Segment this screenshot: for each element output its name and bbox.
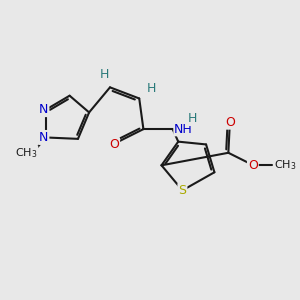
Text: H: H xyxy=(147,82,157,95)
Text: H: H xyxy=(188,112,197,125)
Text: CH$_3$: CH$_3$ xyxy=(15,146,38,160)
Text: CH$_3$: CH$_3$ xyxy=(274,158,297,172)
Text: S: S xyxy=(178,184,186,197)
Text: NH: NH xyxy=(174,123,193,136)
Text: O: O xyxy=(109,139,119,152)
Text: H: H xyxy=(100,68,109,81)
Text: O: O xyxy=(225,116,235,129)
Text: N: N xyxy=(39,131,48,144)
Text: O: O xyxy=(248,159,258,172)
Text: N: N xyxy=(39,103,48,116)
